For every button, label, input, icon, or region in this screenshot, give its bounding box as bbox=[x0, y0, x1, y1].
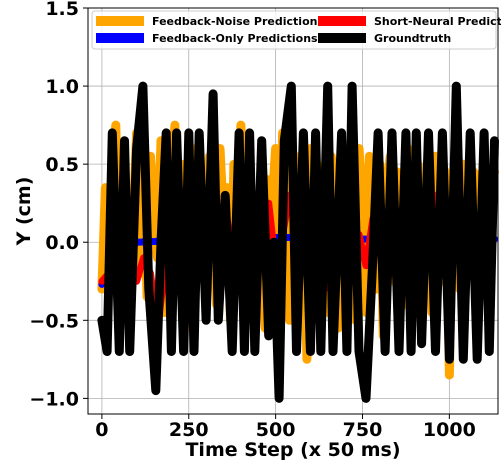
legend-box bbox=[91, 10, 497, 50]
legend-label-short-neural: Short-Neural Predictions bbox=[374, 15, 501, 28]
legend-swatch-feedback-noise bbox=[96, 16, 144, 26]
legend-swatch-groundtruth bbox=[318, 33, 366, 43]
y-axis-ticks: −1.0 −0.5 0.0 0.5 1.0 1.5 bbox=[29, 0, 88, 410]
legend-label-feedback-noise: Feedback-Noise Predictions bbox=[152, 15, 324, 28]
y-tick-label: −1.0 bbox=[29, 388, 79, 410]
y-tick-label: 1.0 bbox=[45, 76, 79, 98]
legend: Feedback-Noise Predictions Feedback-Only… bbox=[91, 10, 501, 50]
legend-swatch-short-neural bbox=[318, 16, 366, 26]
y-tick-label: 1.5 bbox=[45, 0, 79, 20]
x-tick-label: 500 bbox=[256, 419, 296, 441]
y-tick-label: 0.0 bbox=[45, 232, 79, 254]
x-axis-label: Time Step (x 50 ms) bbox=[185, 439, 400, 461]
y-axis-label: Y (cm) bbox=[13, 177, 35, 247]
plot-frame bbox=[87, 7, 499, 415]
legend-label-groundtruth: Groundtruth bbox=[374, 32, 451, 45]
series-layer bbox=[97, 81, 499, 403]
legend-label-feedback-only: Feedback-Only Predictions bbox=[152, 32, 318, 45]
y-tick-label: −0.5 bbox=[29, 310, 79, 332]
series-line-groundtruth bbox=[97, 81, 499, 403]
x-axis-ticks: 0 250 500 750 1000 bbox=[95, 414, 476, 441]
x-tick-label: 250 bbox=[169, 419, 209, 441]
x-tick-label: 1000 bbox=[423, 419, 476, 441]
x-tick-label: 0 bbox=[95, 419, 108, 441]
x-tick-label: 750 bbox=[343, 419, 383, 441]
legend-swatch-feedback-only bbox=[96, 33, 144, 43]
y-tick-label: 0.5 bbox=[45, 154, 79, 176]
